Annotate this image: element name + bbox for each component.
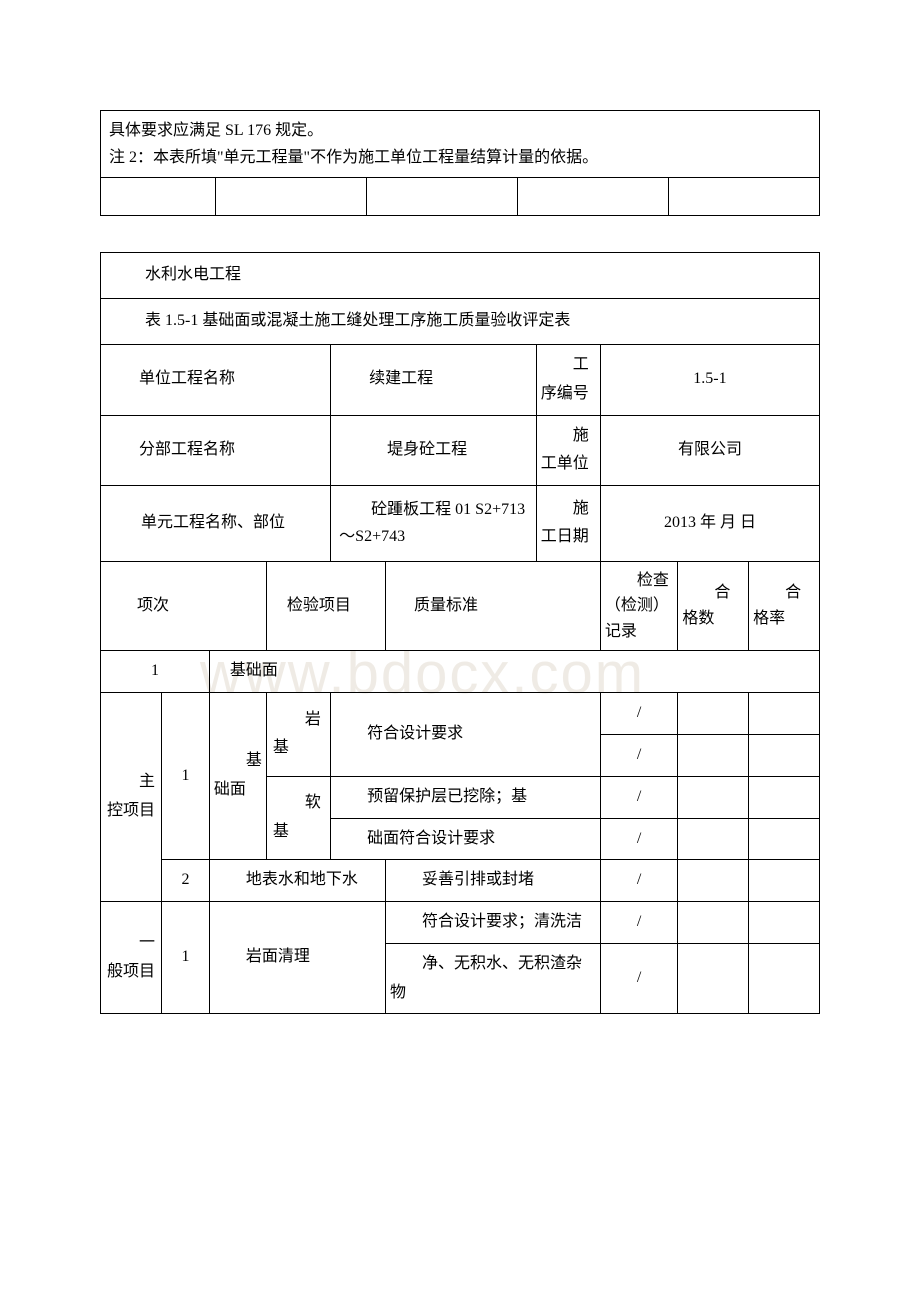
soft-base-record-1: / — [600, 776, 677, 818]
rock-clean-record-2: / — [600, 943, 677, 1014]
rock-base-record-1: / — [600, 693, 677, 735]
procedure-no-label: 工序编号 — [536, 344, 600, 415]
col-qualified-rate: 合格率 — [749, 561, 820, 651]
project-type: 水利水电工程 — [101, 253, 820, 299]
sub-project-name-label: 分部工程名称 — [101, 415, 331, 486]
col-check-record: 检查（检测）记录 — [600, 561, 677, 651]
gen-1-no: 1 — [162, 902, 210, 1014]
empty-cell — [678, 902, 749, 944]
soft-base-label: 软基 — [266, 776, 330, 860]
empty-cell — [367, 178, 518, 216]
contractor-value: 有限公司 — [600, 415, 819, 486]
empty-cell — [749, 734, 820, 776]
note-line-2: 注 2：本表所填"单元工程量"不作为施工单位工程量结算计量的依据。 — [109, 144, 811, 171]
rock-base-record-2: / — [600, 734, 677, 776]
water-record: / — [600, 860, 677, 902]
empty-cell — [749, 818, 820, 860]
mc-2-no: 2 — [162, 860, 210, 902]
soft-base-std-1: 预留保护层已挖除；基 — [331, 776, 601, 818]
water-std: 妥善引排或封堵 — [386, 860, 601, 902]
main-form-table: 水利水电工程 表 1.5-1 基础面或混凝土施工缝处理工序施工质量验收评定表 单… — [100, 252, 820, 1014]
col-inspect-item: 检验项目 — [266, 561, 385, 651]
empty-cell — [101, 178, 216, 216]
rock-clean-std-2: 净、无积水、无积渣杂物 — [386, 943, 601, 1014]
unit-project-name-label: 单位工程名称 — [101, 344, 331, 415]
empty-cell — [749, 693, 820, 735]
rock-clean-label: 岩面清理 — [209, 902, 385, 1014]
empty-cell — [678, 734, 749, 776]
unit-work-name-label: 单元工程名称、部位 — [101, 486, 331, 561]
empty-cell — [678, 818, 749, 860]
empty-cell — [749, 776, 820, 818]
sub-project-name-value: 堤身砼工程 — [331, 415, 537, 486]
col-qualified-count: 合格数 — [678, 561, 749, 651]
empty-cell — [668, 178, 819, 216]
rock-base-std: 符合设计要求 — [331, 693, 601, 777]
rock-clean-record-1: / — [600, 902, 677, 944]
note-line-1: 具体要求应满足 SL 176 规定。 — [109, 117, 811, 144]
top-note-table: 具体要求应满足 SL 176 规定。 注 2：本表所填"单元工程量"不作为施工单… — [100, 110, 820, 216]
water-label: 地表水和地下水 — [209, 860, 385, 902]
empty-cell — [216, 178, 367, 216]
unit-project-name-value: 续建工程 — [331, 344, 537, 415]
unit-work-name-value: 砼踵板工程 01 S2+713～S2+743 — [331, 486, 537, 561]
empty-cell — [678, 860, 749, 902]
empty-cell — [749, 860, 820, 902]
rock-clean-std-1: 符合设计要求；清洗洁 — [386, 902, 601, 944]
mc-1-no: 1 — [162, 693, 210, 860]
table-title: 表 1.5-1 基础面或混凝土施工缝处理工序施工质量验收评定表 — [101, 299, 820, 345]
soft-base-std-2: 础面符合设计要求 — [331, 818, 601, 860]
empty-cell — [678, 693, 749, 735]
foundation-label: 基础面 — [209, 693, 266, 860]
section-1-no: 1 — [101, 651, 210, 693]
date-value: 2013 年 月 日 — [600, 486, 819, 561]
col-item-no: 项次 — [101, 561, 267, 651]
procedure-no-value: 1.5-1 — [600, 344, 819, 415]
rock-base-label: 岩基 — [266, 693, 330, 777]
main-control-label: 主控项目 — [101, 693, 162, 902]
col-quality-standard: 质量标准 — [386, 561, 601, 651]
date-label: 施工日期 — [536, 486, 600, 561]
soft-base-record-2: / — [600, 818, 677, 860]
note-cell: 具体要求应满足 SL 176 规定。 注 2：本表所填"单元工程量"不作为施工单… — [101, 111, 820, 178]
empty-cell — [518, 178, 669, 216]
section-1-label: 基础面 — [209, 651, 819, 693]
empty-cell — [749, 943, 820, 1014]
empty-cell — [678, 943, 749, 1014]
general-label: 一般项目 — [101, 902, 162, 1014]
empty-cell — [749, 902, 820, 944]
contractor-label: 施工单位 — [536, 415, 600, 486]
empty-cell — [678, 776, 749, 818]
